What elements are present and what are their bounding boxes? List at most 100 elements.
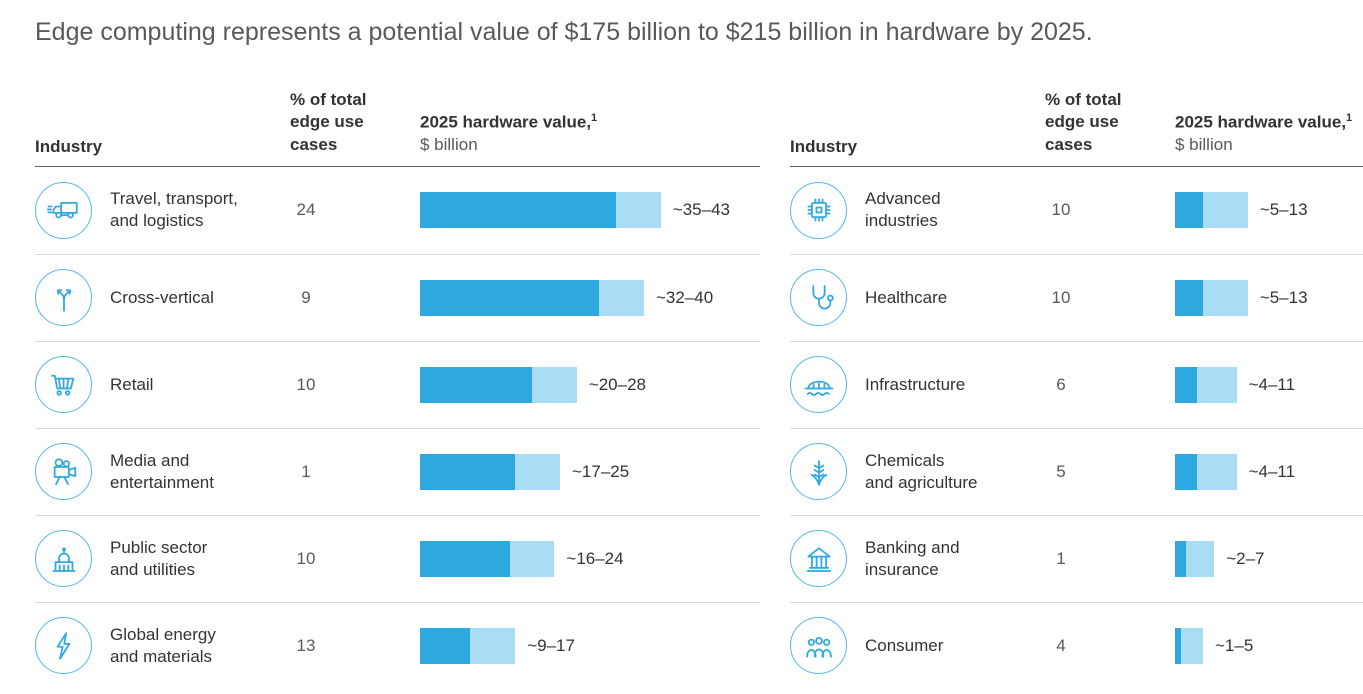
movie-camera-icon bbox=[35, 443, 92, 501]
industry-row: Healthcare 10 ~5–13 bbox=[790, 253, 1363, 341]
col-header-industry: Industry bbox=[35, 136, 103, 156]
value-range-label: ~2–7 bbox=[1226, 548, 1265, 568]
industry-label: Global energy and materials bbox=[110, 624, 216, 666]
industry-row: Consumer 4 ~1–5 bbox=[790, 601, 1363, 689]
value-range-label: ~9–17 bbox=[527, 635, 575, 655]
hardware-value-cell: ~17–25 bbox=[395, 453, 760, 490]
hardware-value-cell: ~4–11 bbox=[1150, 366, 1363, 403]
branch-arrows-icon bbox=[35, 269, 92, 327]
bridge-icon bbox=[790, 356, 847, 414]
bank-icon bbox=[790, 530, 847, 588]
bar-low-segment bbox=[420, 453, 516, 490]
industry-row: Infrastructure 6 ~4–11 bbox=[790, 340, 1363, 428]
microchip-icon bbox=[790, 181, 847, 239]
hardware-value-cell: ~5–13 bbox=[1150, 279, 1363, 316]
hardware-value-cell: ~9–17 bbox=[395, 627, 760, 664]
bar-range-segment bbox=[1203, 192, 1248, 229]
industry-row: Media and entertainment 1 ~17–25 bbox=[35, 427, 760, 515]
value-header-title: 2025 hardware value, bbox=[420, 112, 592, 132]
hardware-value-cell: ~20–28 bbox=[395, 366, 760, 403]
value-range-label: ~4–11 bbox=[1248, 461, 1296, 481]
pct-of-use-cases: 10 bbox=[296, 548, 316, 568]
truck-icon bbox=[35, 181, 92, 239]
industry-icon-cell bbox=[35, 530, 110, 588]
value-header-unit: $ billion bbox=[420, 135, 478, 155]
range-bar bbox=[420, 279, 644, 316]
industry-table-right: Industry % of total edge use cases 2025 … bbox=[790, 89, 1363, 689]
shopping-cart-icon bbox=[35, 356, 92, 414]
bar-range-segment bbox=[1186, 540, 1215, 577]
bar-low-segment bbox=[420, 192, 616, 229]
industry-row: Global energy and materials 13 ~9–17 bbox=[35, 601, 760, 689]
col-header-value: 2025 hardware value,1 $ billion bbox=[1150, 111, 1363, 157]
industry-icon-cell bbox=[790, 443, 865, 501]
value-range-label: ~35–43 bbox=[672, 200, 730, 220]
bar-range-segment bbox=[470, 627, 516, 664]
industry-label: Infrastructure bbox=[865, 374, 966, 394]
industry-row: Retail 10 ~20–28 bbox=[35, 340, 760, 428]
industry-icon-cell bbox=[35, 617, 110, 675]
footnote-marker: 1 bbox=[1346, 111, 1353, 124]
col-header-industry: Industry bbox=[790, 136, 858, 156]
industry-table-left: Industry % of total edge use cases 2025 … bbox=[35, 89, 760, 689]
range-bar bbox=[420, 366, 577, 403]
capitol-building-icon bbox=[35, 530, 92, 588]
industry-row: Cross-vertical 9 ~32–40 bbox=[35, 253, 760, 341]
value-header-title: 2025 hardware value, bbox=[1175, 112, 1347, 132]
bar-low-segment bbox=[420, 279, 600, 316]
bar-low-segment bbox=[1175, 192, 1203, 229]
industry-label: Healthcare bbox=[865, 287, 948, 307]
bar-range-segment bbox=[509, 540, 555, 577]
value-range-label: ~5–13 bbox=[1259, 200, 1308, 220]
industry-label: Retail bbox=[110, 374, 154, 394]
industry-icon-cell bbox=[35, 443, 110, 501]
industry-label: Travel, transport, and logistics bbox=[110, 189, 238, 231]
pct-of-use-cases: 5 bbox=[1056, 461, 1066, 481]
industry-icon-cell bbox=[790, 617, 865, 675]
table-header: Industry % of total edge use cases 2025 … bbox=[790, 89, 1363, 167]
bar-low-segment bbox=[1175, 366, 1198, 403]
footnote-marker: 1 bbox=[591, 111, 598, 124]
pct-of-use-cases: 4 bbox=[1056, 635, 1066, 655]
value-range-label: ~20–28 bbox=[588, 374, 646, 394]
pct-of-use-cases: 1 bbox=[1056, 548, 1066, 568]
pct-of-use-cases: 6 bbox=[1056, 374, 1066, 394]
bar-range-segment bbox=[599, 279, 644, 316]
bar-range-segment bbox=[616, 192, 661, 229]
value-range-label: ~16–24 bbox=[566, 548, 624, 568]
range-bar bbox=[420, 540, 555, 577]
people-icon bbox=[790, 617, 847, 675]
pct-of-use-cases: 1 bbox=[301, 461, 311, 481]
range-bar bbox=[1175, 366, 1237, 403]
industry-row: Chemicals and agriculture 5 ~4–11 bbox=[790, 427, 1363, 515]
bar-low-segment bbox=[420, 627, 471, 664]
bar-range-segment bbox=[1197, 453, 1237, 490]
hardware-value-cell: ~2–7 bbox=[1150, 540, 1363, 577]
value-range-label: ~17–25 bbox=[571, 461, 630, 481]
industry-label: Public sector and utilities bbox=[110, 537, 208, 579]
lightning-bolt-icon bbox=[35, 617, 92, 675]
industry-row: Public sector and utilities 10 ~16–24 bbox=[35, 514, 760, 602]
industry-icon-cell bbox=[35, 181, 110, 239]
range-bar bbox=[1175, 627, 1203, 664]
industry-label: Media and entertainment bbox=[110, 450, 214, 492]
table-header: Industry % of total edge use cases 2025 … bbox=[35, 89, 760, 167]
bar-low-segment bbox=[420, 366, 532, 403]
bar-low-segment bbox=[420, 540, 510, 577]
bar-range-segment bbox=[532, 366, 577, 403]
range-bar bbox=[1175, 192, 1248, 229]
table-rows-right: Advanced industries 10 ~5–13 Healthcare 10 ~5… bbox=[790, 167, 1363, 689]
pct-of-use-cases: 10 bbox=[1051, 200, 1071, 220]
industry-label: Consumer bbox=[865, 635, 944, 655]
range-bar bbox=[1175, 279, 1248, 316]
pct-of-use-cases: 13 bbox=[296, 635, 316, 655]
range-bar bbox=[420, 627, 516, 664]
wheat-icon bbox=[790, 443, 847, 501]
range-bar bbox=[1175, 540, 1215, 577]
bar-range-segment bbox=[1197, 366, 1237, 403]
col-header-pct: % of total edge use cases bbox=[1045, 89, 1122, 155]
pct-of-use-cases: 10 bbox=[1051, 287, 1071, 307]
industry-label: Chemicals and agriculture bbox=[865, 450, 978, 492]
stethoscope-icon bbox=[790, 269, 847, 327]
